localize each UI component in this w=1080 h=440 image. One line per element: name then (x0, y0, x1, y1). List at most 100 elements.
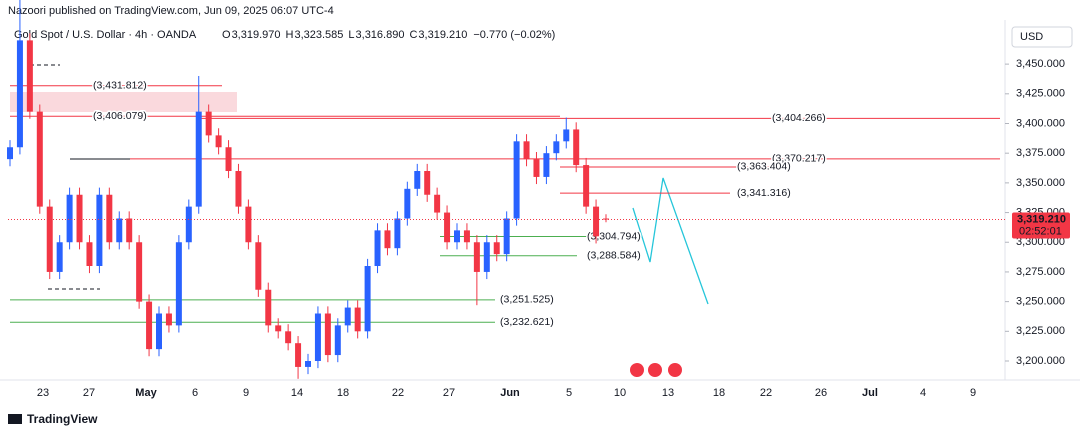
candle-body (374, 230, 381, 266)
candle-body (553, 141, 560, 154)
x-tick-label: 6 (192, 387, 198, 399)
x-tick-label: 27 (83, 387, 95, 399)
x-tick-label: 22 (392, 387, 404, 399)
x-tick-label: 27 (443, 387, 455, 399)
x-tick-label: 22 (760, 387, 772, 399)
ohlc-value: 3,319.210 (418, 29, 467, 41)
ohlc-value: −0.770 (−0.02%) (473, 29, 555, 41)
level-label: (3,363.404) (737, 161, 791, 173)
ohlc-prefix: C (409, 29, 417, 41)
y-tick-label: 3,275.000 (1016, 266, 1065, 278)
x-tick-label: 18 (713, 387, 725, 399)
candle-body (205, 111, 212, 136)
ohlc-prefix: O (222, 29, 231, 41)
candle-body (26, 40, 33, 112)
last-price-label: 3,319.210 (1017, 213, 1066, 225)
ohlc-prefix: H (286, 29, 294, 41)
logo: TradingView (8, 412, 98, 426)
projection (632, 177, 709, 305)
x-tick-label: 26 (815, 387, 827, 399)
candle-body (265, 289, 272, 326)
x-tick-label: 4 (920, 387, 926, 399)
candle-body (573, 129, 580, 166)
candle-body (295, 343, 302, 367)
y-tick-label: 3,450.000 (1016, 58, 1065, 70)
candle-body (404, 188, 411, 219)
x-tick-label: 5 (566, 387, 572, 399)
events (630, 363, 682, 377)
candle-body (563, 129, 570, 142)
candle-body (195, 111, 202, 207)
level-label: (3,431.812) (93, 80, 147, 92)
x-tick-label: Jun (500, 387, 520, 399)
y-tick-label: 3,425.000 (1016, 88, 1065, 100)
candle-body (185, 206, 192, 243)
x-tick-label: 13 (662, 387, 674, 399)
candle-body (245, 206, 252, 243)
candle-body (434, 194, 441, 213)
candle-body (454, 230, 460, 243)
candle-body (523, 141, 530, 160)
level-label: (3,404.266) (772, 112, 826, 124)
candle-body (314, 313, 321, 361)
y-tick-label: 3,250.000 (1016, 296, 1065, 308)
candle-body (76, 194, 83, 243)
ohlc-prefix: L (348, 29, 354, 41)
candle-body (56, 242, 63, 272)
x-tick-label: 10 (614, 387, 626, 399)
logo-icon (8, 414, 22, 424)
level-label: (3,341.316) (737, 187, 791, 199)
x-tick-label: Jul (862, 387, 878, 399)
candle-body (324, 313, 331, 356)
x-tick-label: May (135, 387, 157, 399)
candle-body (394, 218, 401, 249)
published-line: Nazoori published on TradingView.com, Ju… (8, 5, 334, 17)
currency-box (1011, 26, 1073, 48)
candle-body (235, 171, 242, 207)
level-label: (3,232.621) (500, 316, 554, 328)
candle-body (225, 147, 232, 171)
candle-body (513, 141, 520, 219)
level-label: (3,251.525) (500, 294, 554, 306)
candle-body (86, 242, 93, 266)
candle-body (444, 212, 451, 243)
y-tick-label: 3,375.000 (1016, 147, 1065, 159)
symbol-title: Gold Spot / U.S. Dollar · 4h · OANDA (14, 29, 197, 41)
candle-body (146, 301, 153, 350)
x-tick-label: 18 (337, 387, 349, 399)
candle-body (175, 242, 182, 326)
candle-body (503, 218, 510, 255)
zone (10, 92, 237, 112)
candle-body (7, 147, 13, 160)
candle-body (384, 230, 391, 249)
candle-body (593, 206, 600, 237)
y-tick-label: 3,225.000 (1016, 325, 1065, 337)
candle-body (255, 242, 262, 290)
candle-body (364, 266, 371, 332)
currency: USD (1020, 31, 1043, 43)
x-tick-label: 9 (243, 387, 249, 399)
ohlc-value: 3,316.890 (356, 29, 405, 41)
ohlc-value: 3,319.970 (232, 29, 281, 41)
brand: TradingView (27, 412, 98, 426)
level-label: (3,304.794) (587, 230, 641, 242)
y-tick-label: 3,350.000 (1016, 177, 1065, 189)
candle-body (275, 325, 282, 332)
x-tick-label: 9 (970, 387, 976, 399)
candle-body (493, 242, 500, 255)
candle-body (424, 171, 431, 195)
candle-body (136, 242, 143, 302)
candle-body (156, 313, 162, 350)
candle-body (533, 159, 540, 177)
y-tick-label: 3,300.000 (1016, 236, 1065, 248)
event-icon (630, 363, 644, 377)
level-label: (3,406.079) (93, 110, 147, 122)
candle-body (116, 218, 123, 243)
candle-body (543, 153, 550, 177)
candle-body (285, 331, 292, 344)
candles (7, 0, 609, 379)
candle-body (16, 40, 23, 148)
last-price-box (1012, 212, 1070, 239)
